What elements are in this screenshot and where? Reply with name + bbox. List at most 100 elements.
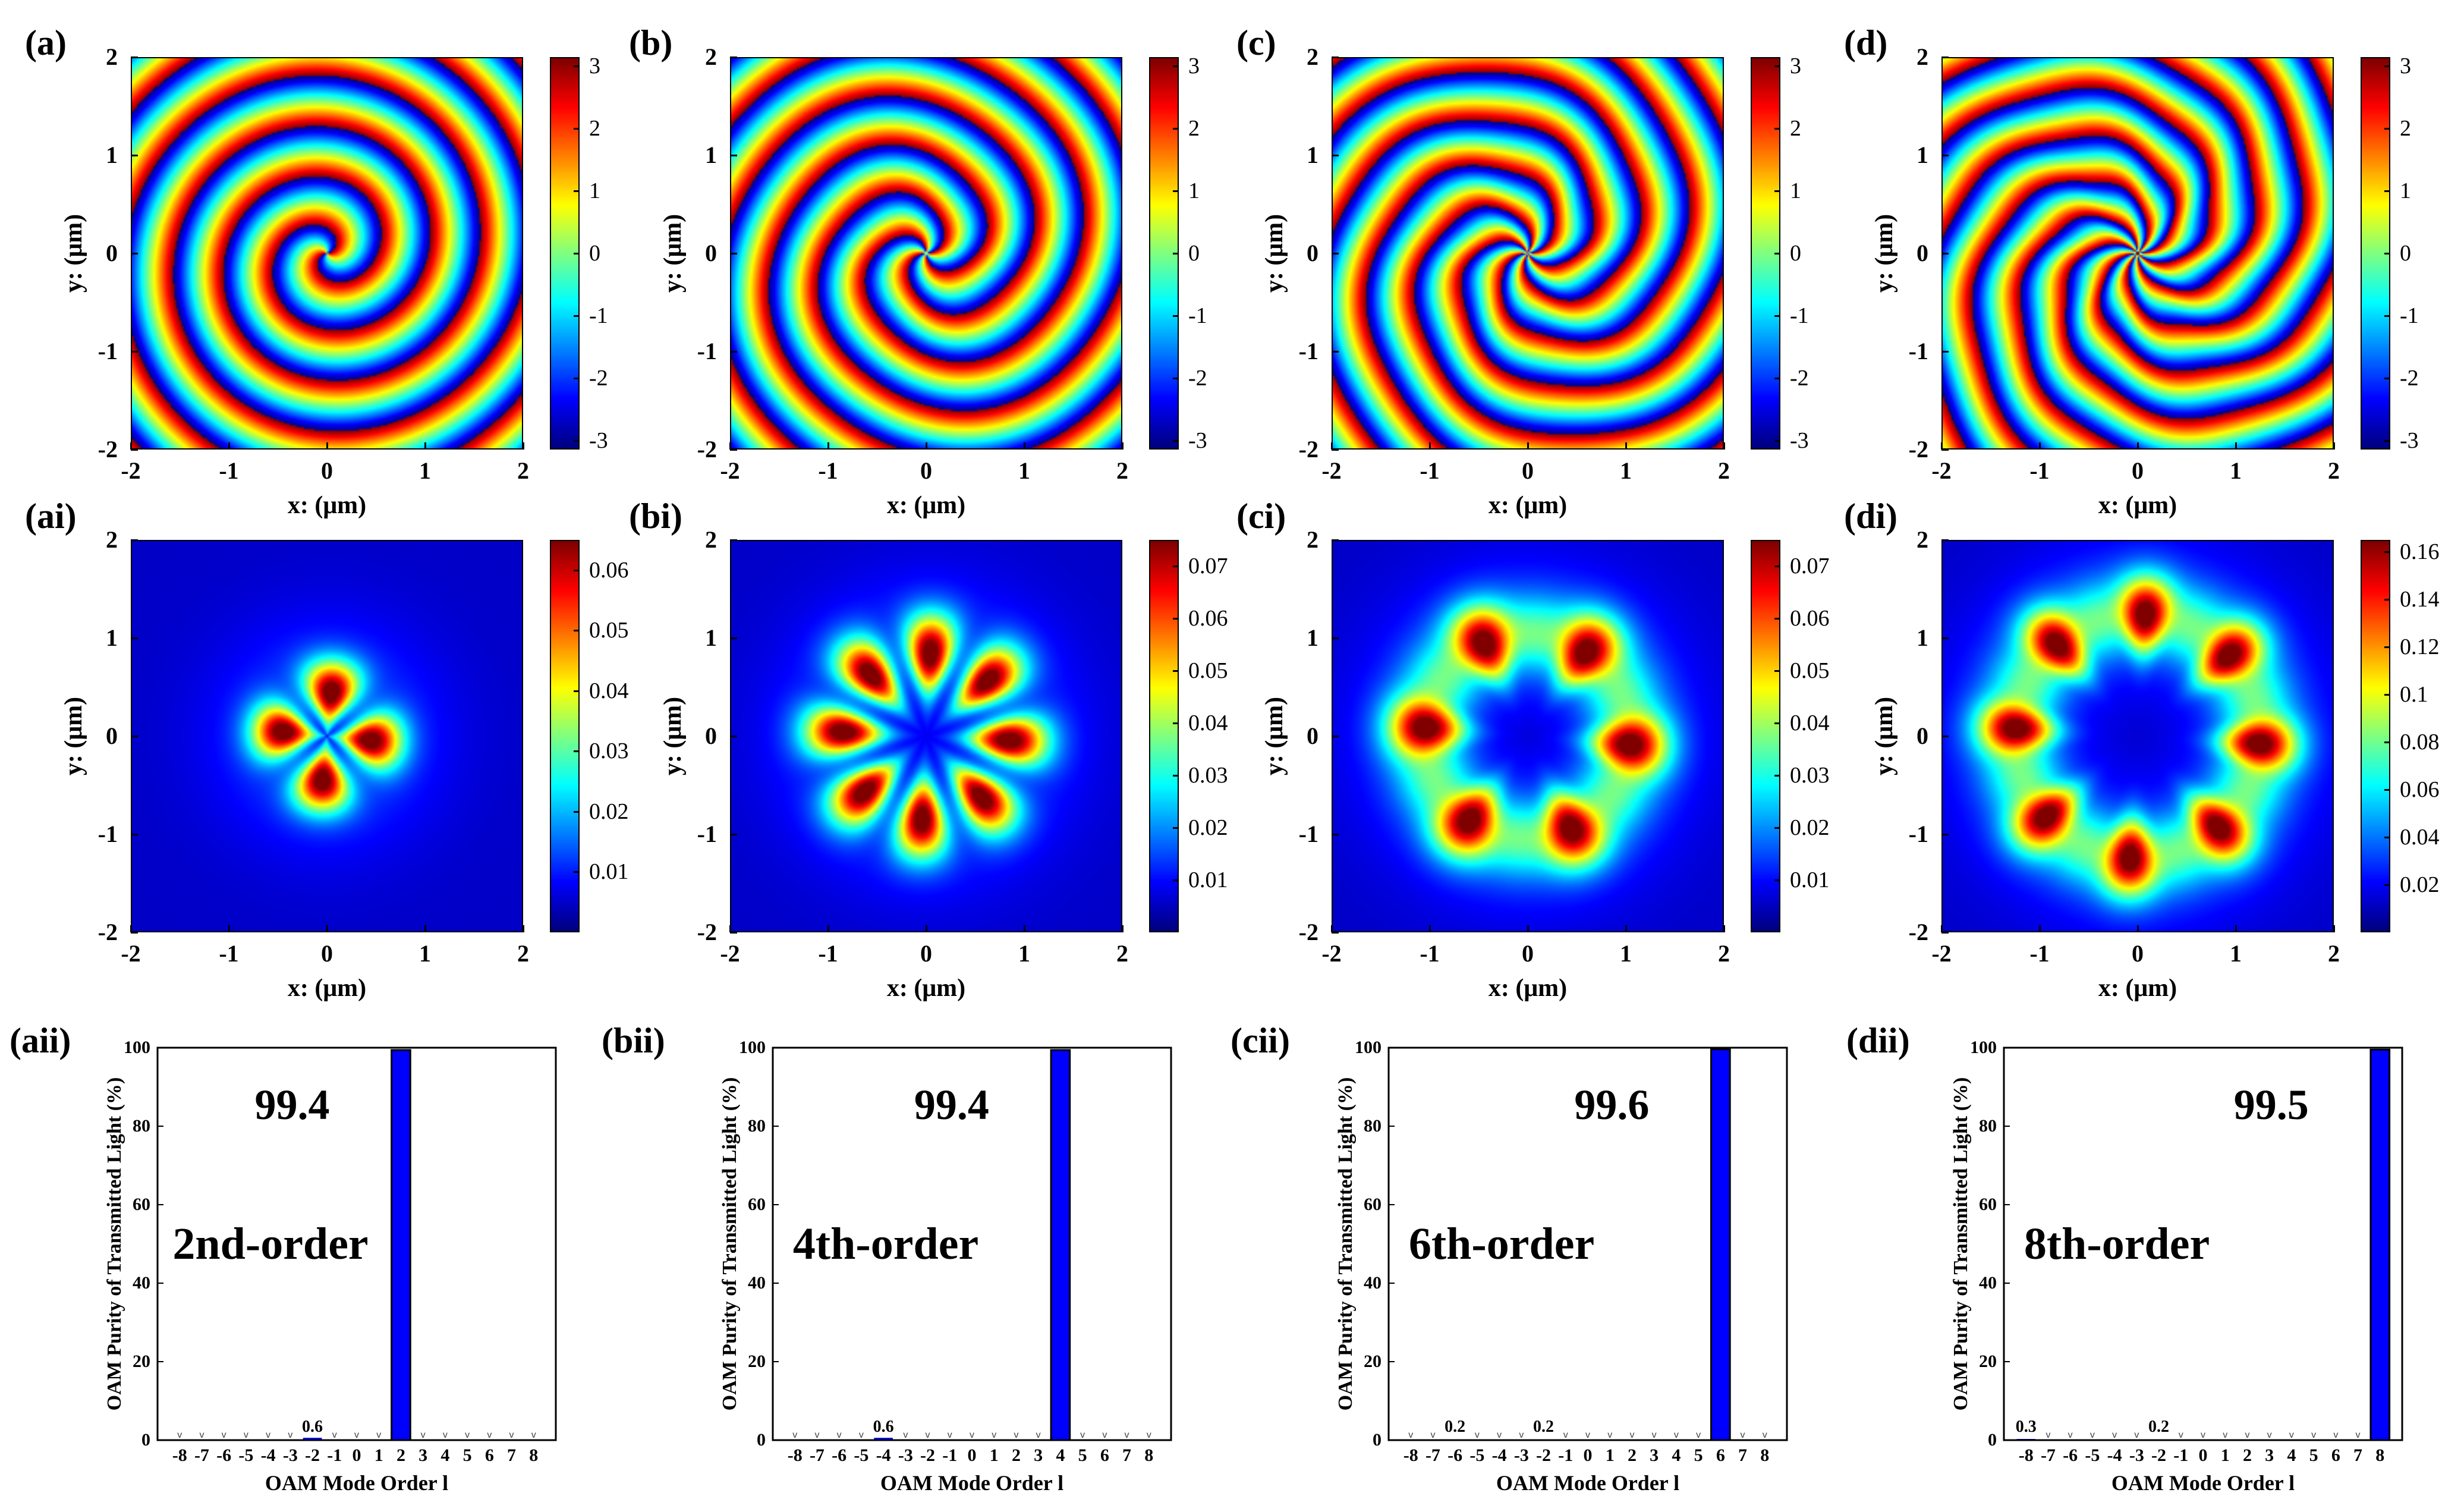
y-tick-label: 1 [705, 624, 717, 651]
x-tick-label: 1 [1620, 457, 1632, 484]
colorbar-tick [574, 750, 580, 753]
colorbar-tick-label: 0.12 [2400, 634, 2440, 659]
colorbar-tick-label: 1 [589, 178, 600, 203]
intensity-map-ai [131, 540, 523, 932]
x-tick-label: -2 [1931, 457, 1952, 484]
x-tick-label: 2 [1116, 457, 1128, 484]
colorbar-tick-label: 0.02 [2400, 872, 2440, 897]
colorbar-tick-label: 0.05 [589, 618, 629, 643]
zero-marker: v [1080, 1430, 1085, 1440]
y-axis-label: y: (μm) [659, 696, 687, 776]
x-tick-mark [729, 925, 731, 932]
order-annotation: 4th-order [792, 1219, 979, 1269]
colorbar-tick-label: 0 [1790, 241, 1801, 266]
x-tick-label: -1 [2029, 457, 2050, 484]
x-tick-mark [2039, 442, 2041, 450]
main-value-label: 99.6 [1574, 1081, 1650, 1129]
x-tick-label: -4 [876, 1445, 891, 1465]
x-tick-label: -8 [787, 1445, 803, 1465]
zero-marker: v [814, 1430, 819, 1440]
x-tick-mark [228, 925, 230, 932]
zero-marker: v [1674, 1430, 1679, 1440]
colorbar-tick [1173, 315, 1179, 318]
y-tick-label: 2 [106, 43, 118, 70]
colorbar-tick-label: 0.01 [1188, 868, 1228, 893]
bar--4 [874, 1438, 893, 1440]
colorbar-tick-label: 0.03 [589, 738, 629, 764]
x-tick-label: 1 [2220, 1445, 2230, 1465]
y-tick-label: 2 [106, 526, 118, 553]
x-tick-label: -6 [1447, 1445, 1463, 1465]
colorbar-tick [1774, 722, 1780, 724]
x-tick-mark [1723, 442, 1725, 450]
x-tick-mark [1527, 925, 1529, 932]
x-tick-mark [926, 925, 927, 932]
x-tick-mark [926, 442, 927, 450]
x-tick-label: 1 [1018, 940, 1030, 967]
main-value-label: 99.5 [2233, 1081, 2309, 1129]
x-tick-label: -1 [2029, 940, 2050, 967]
x-axis-label: OAM Mode Order l [1496, 1471, 1680, 1495]
y-axis-label: y: (μm) [659, 213, 687, 293]
x-tick-mark [827, 925, 829, 932]
x-tick-mark [1527, 442, 1529, 450]
x-tick-label: 2 [2242, 1445, 2252, 1465]
colorbar-tick [574, 378, 580, 380]
zero-marker: v [2356, 1430, 2361, 1440]
x-tick-mark [2137, 925, 2139, 932]
colorbar-tick [1173, 378, 1179, 380]
zero-marker: v [487, 1430, 492, 1440]
order-annotation: 2nd-order [172, 1219, 369, 1269]
phase-map-a [131, 57, 523, 450]
y-tick-label: 0 [141, 1430, 150, 1450]
x-tick-label: 1 [419, 457, 431, 484]
y-tick-mark [131, 736, 138, 737]
colorbar-tick-label: 0.06 [2400, 777, 2440, 802]
colorbar-tick-label: 0.14 [2400, 587, 2440, 612]
colorbar-tick-label: 3 [2400, 53, 2411, 78]
colorbar-tick-label: 1 [1790, 178, 1801, 203]
y-tick-label: 20 [1979, 1352, 1997, 1371]
x-tick-label: 2 [1116, 940, 1128, 967]
y-tick-label: 2 [705, 43, 717, 70]
panel-label-c: (c) [1236, 23, 1276, 62]
minor-value-label: 0.2 [1533, 1418, 1554, 1436]
zero-marker: v [1696, 1430, 1701, 1440]
x-tick-mark [1429, 442, 1431, 450]
zero-marker: v [1125, 1430, 1129, 1440]
x-tick-mark [326, 925, 328, 932]
y-tick-label: 1 [1917, 624, 1928, 651]
colorbar-tick [2384, 599, 2390, 601]
x-axis-label: x: (μm) [886, 492, 966, 519]
x-tick-label: -1 [2173, 1445, 2189, 1465]
x-tick-label: 0 [920, 940, 932, 967]
zero-marker: v [531, 1430, 536, 1440]
colorbar-tick [1173, 127, 1179, 130]
panel-label-ci: (ci) [1236, 496, 1286, 536]
y-tick-mark [1332, 736, 1339, 737]
x-tick-label: -3 [282, 1445, 298, 1465]
x-axis-label: x: (μm) [1488, 975, 1568, 1002]
colorbar-di [2361, 540, 2390, 932]
x-tick-label: -1 [818, 940, 838, 967]
x-tick-label: 6 [484, 1445, 494, 1465]
y-tick-label: 0 [705, 240, 717, 266]
y-tick-label: 20 [1364, 1352, 1382, 1371]
x-tick-mark [2333, 925, 2335, 932]
x-tick-mark [2333, 442, 2335, 450]
colorbar-tick [574, 440, 580, 442]
colorbar-tick [1173, 565, 1179, 567]
colorbar-tick [1173, 879, 1179, 881]
colorbar-tick [2384, 694, 2390, 696]
colorbar-tick [1774, 190, 1780, 192]
panel-label-bi: (bi) [629, 496, 682, 536]
x-tick-label: -2 [1321, 940, 1342, 967]
zero-marker: v [1036, 1430, 1041, 1440]
zero-marker: v [443, 1430, 448, 1440]
y-tick-mark [1941, 834, 1949, 835]
y-tick-mark [131, 637, 138, 639]
y-tick-label: -1 [97, 821, 118, 847]
y-tick-label: -2 [1908, 919, 1928, 945]
colorbar-tick [2384, 551, 2390, 553]
colorbar-tick [1173, 190, 1179, 192]
